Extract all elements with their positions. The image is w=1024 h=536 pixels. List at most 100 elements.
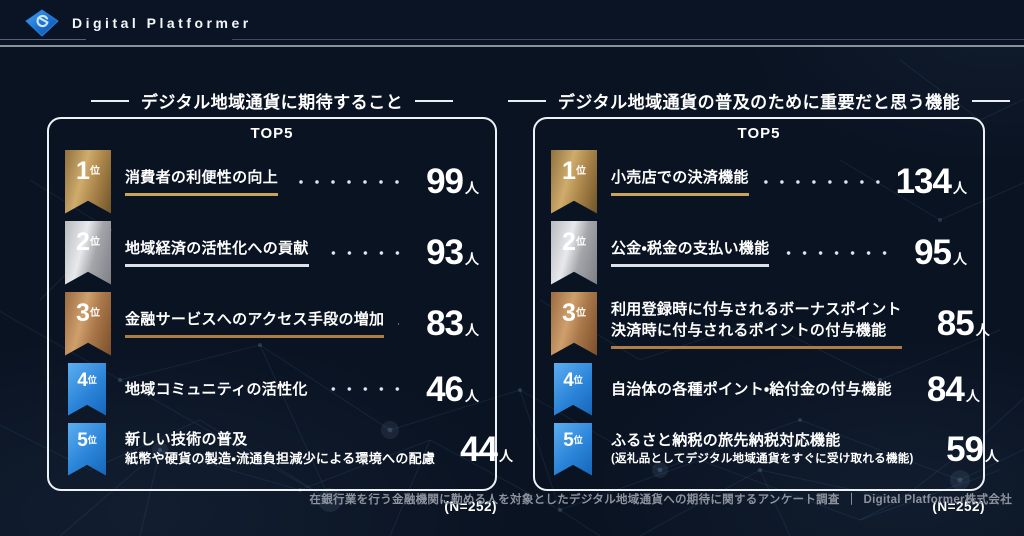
count-value: 59: [946, 429, 984, 469]
footnote-separator: ｜: [845, 494, 858, 506]
count: 83 人: [415, 306, 479, 341]
rank-suffix: 位: [87, 374, 97, 385]
rank-suffix: 位: [575, 236, 586, 248]
rank-number: 4: [77, 369, 88, 391]
rank-label-text: 消費者の利便性の向上: [125, 169, 279, 186]
count-value: 134: [895, 162, 952, 201]
ranking-panels: デジタル地域通貨に期待すること TOP5 1 位 消費者の利便性の向上: [0, 47, 1024, 514]
rank-badge-blue: 5 位: [68, 422, 106, 476]
count-unit: 人: [953, 251, 967, 267]
count: 95 人: [903, 235, 967, 270]
rank-label-text: 地域コミュニティの活性化: [125, 380, 308, 398]
count-value: 85: [936, 304, 975, 343]
count-unit: 人: [953, 180, 967, 196]
count: 93 人: [415, 235, 479, 270]
panel-title: デジタル地域通貨に期待すること: [140, 93, 404, 112]
footnote-company: Digital Platformer株式会社: [863, 494, 1012, 506]
panel-title-row: デジタル地域通貨に期待すること: [47, 88, 497, 113]
title-rule-left: [507, 99, 546, 102]
rank-label-text: 小売店での決済機能: [611, 169, 749, 186]
footnote-survey: 在銀行業を行う金融機関に勤める人を対象としたデジタル地域通貨への期待に関するアン…: [309, 494, 840, 506]
rank-row-1: 1 位 消費者の利便性の向上 99 人: [65, 149, 479, 214]
rank-label-text: 地域経済の活性化への貢献: [125, 240, 309, 257]
rank-label: 地域経済の活性化への貢献: [125, 238, 309, 267]
rank-label-text: 利用登録時に付与されるボーナスポイント: [611, 300, 902, 318]
sample-size: (N=252): [932, 499, 985, 514]
count-value: 46: [426, 369, 464, 409]
count-value: 99: [426, 162, 464, 201]
rank-label-text: 自治体の各種ポイント・給付金の付与機能: [611, 380, 892, 398]
rank-label: 消費者の利便性の向上: [125, 167, 279, 196]
rank-label: 小売店での決済機能: [611, 167, 749, 196]
rank-number: 2: [76, 227, 90, 256]
dotted-leader: [398, 320, 405, 327]
panel-box: TOP5 1 位 小売店での決済機能 134 人: [533, 117, 999, 491]
rank-rows: 1 位 消費者の利便性の向上 99 人: [65, 142, 513, 479]
rank-label-text: ふるさと納税の旅先納税対応機能: [611, 432, 841, 450]
dotted-leader: [322, 249, 405, 256]
panel-expectations: デジタル地域通貨に期待すること TOP5 1 位 消費者の利便性の向上: [47, 88, 513, 514]
rank-label: ふるさと納税の旅先納税対応機能 (返礼品としてデジタル地域通貨をすぐに受け取れる…: [611, 430, 914, 467]
rank-row-4: 4 位 地域コミュニティの活性化 46 人: [65, 362, 479, 416]
header: Digital Platformer: [0, 0, 1024, 47]
rank-suffix: 位: [87, 434, 97, 445]
rank-row-2: 2 位 地域経済の活性化への貢献 93 人: [65, 220, 479, 285]
rank-suffix: 位: [89, 236, 100, 248]
rank-rows: 1 位 小売店での決済機能 134 人: [551, 142, 999, 479]
rank-label-text2: 決済時に付与されるポイントの付与機能: [611, 321, 887, 339]
dotted-leader: [292, 178, 405, 185]
count: 44 人: [449, 432, 513, 467]
rank-number: 5: [563, 429, 574, 451]
count-unit: 人: [975, 322, 990, 338]
rank-label: 地域コミュニティの活性化: [125, 379, 308, 400]
count: 84 人: [916, 372, 980, 407]
rank-label-text: 公金・税金の支払い機能: [611, 240, 770, 257]
count-unit: 人: [465, 180, 479, 196]
panel-box: TOP5 1 位 消費者の利便性の向上 99 人: [47, 117, 513, 491]
rank-row-2: 2 位 公金・税金の支払い機能 95 人: [551, 220, 967, 285]
rank-label: 自治体の各種ポイント・給付金の付与機能: [611, 379, 892, 400]
rank-label: 利用登録時に付与されるボーナスポイント 決済時に付与されるポイントの付与機能: [611, 299, 902, 349]
count: 46 人: [415, 372, 479, 407]
count: 134 人: [896, 164, 967, 199]
rank-badge-gold: 1 位: [65, 149, 111, 214]
rank-badge-bronze: 3 位: [65, 291, 111, 356]
count-unit: 人: [499, 447, 513, 464]
count-value: 95: [914, 233, 952, 272]
rank-row-5: 5 位 ふるさと納税の旅先納税対応機能 (返礼品としてデジタル地域通貨をすぐに受…: [551, 422, 999, 476]
rank-suffix: 位: [89, 307, 100, 319]
rank-label-subtext: (返礼品としてデジタル地域通貨をすぐに受け取れる機能): [611, 453, 914, 466]
count-value: 93: [426, 233, 464, 272]
panel-important-features: デジタル地域通貨の普及のために重要だと思う機能 TOP5 1 位 小売店での決済…: [507, 88, 1011, 514]
count-value: 83: [426, 304, 464, 343]
rank-number: 3: [76, 298, 90, 327]
rank-badge-blue: 5 位: [554, 422, 592, 476]
count: 59 人: [935, 432, 999, 467]
count-unit: 人: [965, 387, 980, 404]
panel-title: デジタル地域通貨の普及のために重要だと思う機能: [557, 93, 961, 112]
rank-label-text: 新しい技術の普及: [125, 431, 248, 449]
brand-name: Digital Platformer: [72, 14, 252, 31]
rank-label-text: 金融サービスへのアクセス手段の増加: [125, 311, 385, 328]
rank-badge-blue: 4 位: [554, 362, 592, 416]
count: 85 人: [926, 306, 990, 341]
count-unit: 人: [985, 447, 999, 464]
count-unit: 人: [465, 251, 479, 267]
rank-badge-silver: 2 位: [65, 220, 111, 285]
rank-number: 3: [562, 298, 576, 327]
sample-size: (N=252): [444, 499, 497, 514]
count-unit: 人: [465, 387, 479, 404]
rank-suffix: 位: [575, 307, 586, 319]
rank-label: 公金・税金の支払い機能: [611, 238, 770, 267]
rank-row-5: 5 位 新しい技術の普及 紙幣や硬貨の製造・流通負担減少による環境への配慮 44…: [65, 422, 513, 476]
rank-row-4: 4 位 自治体の各種ポイント・給付金の付与機能 84 人: [551, 362, 980, 416]
panel-subtitle: TOP5: [737, 125, 781, 142]
rank-badge-bronze: 3 位: [551, 291, 597, 356]
dotted-leader: [762, 178, 886, 185]
dotted-leader: [783, 249, 893, 256]
count-value: 44: [460, 429, 498, 469]
title-rule-right: [415, 99, 454, 102]
rank-label: 新しい技術の普及 紙幣や硬貨の製造・流通負担減少による環境への配慮: [125, 429, 435, 468]
rank-number: 4: [563, 369, 574, 391]
rank-badge-blue: 4 位: [68, 362, 106, 416]
